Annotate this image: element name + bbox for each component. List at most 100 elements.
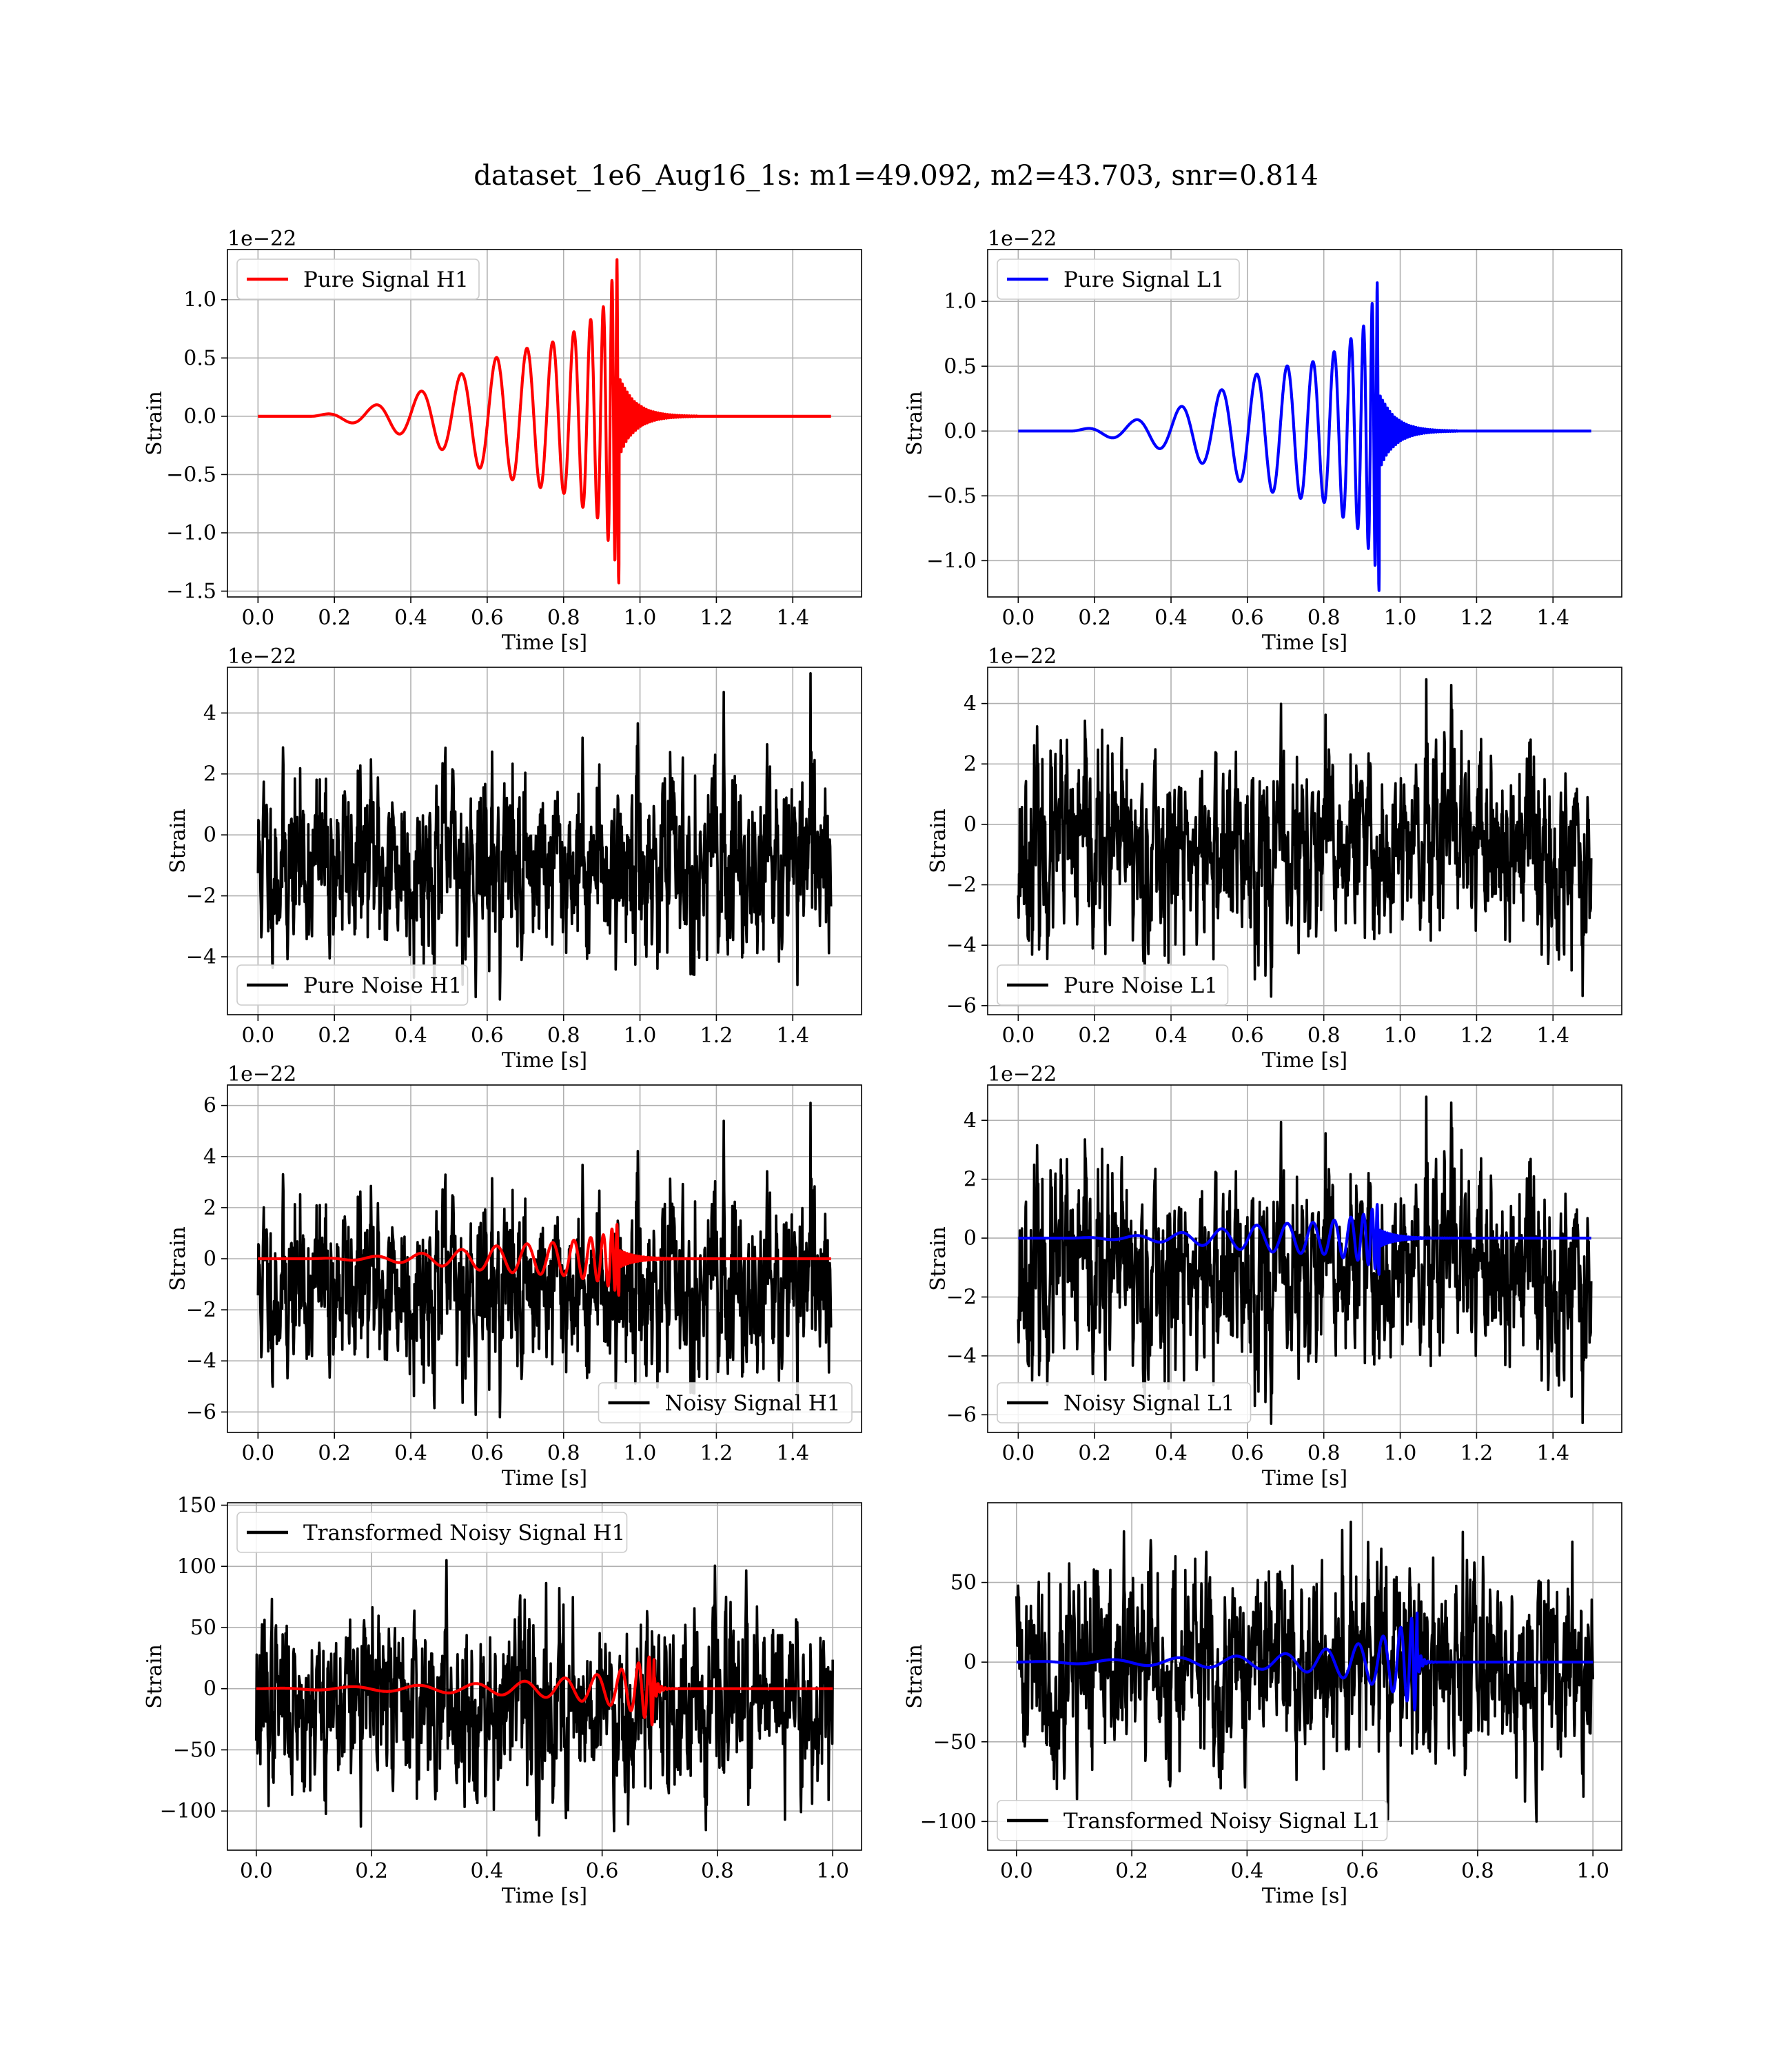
x-tick-label: 0.4: [471, 1859, 504, 1883]
x-tick-label: 0.0: [241, 1441, 274, 1466]
y-tick-label: 2: [203, 1196, 216, 1220]
y-tick-label: 50: [190, 1616, 216, 1640]
y-tick-label: −4: [186, 945, 216, 969]
y-tick-label: 4: [964, 1108, 977, 1133]
y-tick-label: 0: [203, 1677, 216, 1701]
legend: Noisy Signal L1: [997, 1382, 1252, 1423]
legend: Pure Signal H1: [236, 258, 480, 300]
legend-label: Pure Noise L1: [1063, 973, 1218, 998]
x-tick-label: 0.8: [547, 1024, 580, 1048]
legend-box: [598, 1382, 853, 1423]
y-axis-label: Strain: [903, 391, 927, 456]
x-tick-label: 1.2: [1460, 606, 1494, 630]
y-tick-label: 0: [964, 1650, 977, 1674]
offset-label: 1e−22: [988, 1062, 1057, 1086]
y-tick-label: −100: [160, 1799, 216, 1823]
series-group: [256, 258, 833, 585]
subplot-pure-noise-h1: 0.0 0.2 0.4 0.6 0.8 1.0 1.2 1.4 −4 −2 0 2 4 Time [s] S…: [166, 645, 862, 1073]
x-tick-label: 0.4: [394, 1024, 427, 1048]
x-tick-label: 0.4: [1154, 1024, 1188, 1048]
legend-box: [997, 964, 1229, 1006]
x-tick-label: 0.6: [471, 1441, 504, 1466]
y-axis-label: Strain: [143, 1644, 167, 1709]
y-tick-label: −2: [946, 1286, 977, 1310]
legend-box: [997, 1800, 1388, 1841]
x-tick-label: 1.2: [700, 606, 733, 630]
x-tick-label: 1.0: [624, 1441, 657, 1466]
y-tick-label: −6: [946, 994, 977, 1018]
y-tick-label: 2: [964, 1168, 977, 1192]
y-tick-label: −6: [186, 1400, 216, 1424]
legend: Pure Noise H1: [236, 964, 469, 1006]
x-tick-label: 0.0: [1001, 1441, 1035, 1466]
x-tick-label: 1.2: [1460, 1024, 1494, 1048]
y-tick-label: −4: [186, 1349, 216, 1373]
x-tick-label: 0.8: [1307, 1441, 1341, 1466]
x-tick-label: 0.8: [701, 1859, 734, 1883]
offset-label: 1e−22: [988, 227, 1057, 251]
x-tick-label: 0.2: [1115, 1859, 1148, 1883]
y-tick-label: −4: [946, 933, 977, 957]
x-tick-label: 1.4: [776, 1441, 809, 1466]
x-tick-label: 0.0: [1000, 1859, 1033, 1883]
y-tick-label: 100: [177, 1554, 216, 1579]
series-group: [1017, 1095, 1593, 1425]
y-tick-label: 0: [203, 823, 216, 847]
x-tick-label: 0.4: [1154, 606, 1188, 630]
x-tick-label: 0.0: [240, 1859, 273, 1883]
x-tick-label: 0.2: [1078, 606, 1111, 630]
x-tick-label: 1.4: [1536, 1441, 1569, 1466]
subplot-noisy-signal-h1: 0.0 0.2 0.4 0.6 0.8 1.0 1.2 1.4 −6 −4 −2 0 2 4 6 Time […: [166, 1062, 862, 1490]
y-axis-label: Strain: [166, 809, 190, 873]
legend-box: [236, 258, 480, 300]
x-axis-label: Time [s]: [1262, 1048, 1347, 1073]
legend-label: Pure Noise H1: [303, 973, 462, 998]
x-tick-label: 0.0: [1001, 1024, 1035, 1048]
y-tick-label: −100: [920, 1810, 977, 1834]
x-tick-label: 1.0: [1384, 1024, 1417, 1048]
y-tick-label: 4: [203, 1145, 216, 1169]
y-tick-label: 2: [203, 762, 216, 787]
legend-label: Pure Signal H1: [303, 267, 469, 292]
axes-frame: [987, 1084, 1622, 1433]
x-tick-label: 1.4: [1536, 606, 1569, 630]
legend-label: Transformed Noisy Signal H1: [303, 1521, 625, 1545]
y-tick-label: 4: [203, 701, 216, 725]
y-tick-label: −2: [186, 884, 216, 909]
figure-title: dataset_1e6_Aug16_1s: m1=49.092, m2=43.7…: [474, 160, 1318, 192]
series-line-noise-0: [255, 1559, 834, 1837]
x-tick-label: 0.4: [1231, 1859, 1264, 1883]
y-tick-label: 0.5: [944, 354, 977, 378]
subplot-transformed-noisy-signal-h1: 0.0 0.2 0.4 0.6 0.8 1.0 −100 −50 0 50 100 150 Time […: [143, 1494, 862, 1908]
x-tick-label: 1.4: [1536, 1024, 1569, 1048]
x-tick-label: 1.0: [1384, 606, 1417, 630]
x-tick-label: 0.8: [1307, 606, 1341, 630]
subplot-pure-signal-h1: 0.0 0.2 0.4 0.6 0.8 1.0 1.2 1.4 −1.5 −1.0 −0.5 0.0 0…: [143, 227, 862, 655]
legend-box: [236, 964, 469, 1006]
series-group: [255, 1559, 835, 1837]
y-tick-label: 0.0: [944, 419, 977, 443]
plot-area: [227, 250, 862, 597]
axes-frame: [987, 667, 1622, 1015]
axes-frame: [227, 667, 862, 1015]
legend-label: Pure Signal L1: [1063, 267, 1224, 292]
legend-box: [997, 258, 1240, 300]
y-axis-label: Strain: [143, 391, 167, 456]
legend: Noisy Signal H1: [598, 1382, 853, 1423]
y-tick-label: −0.5: [926, 484, 977, 508]
offset-label: 1e−22: [227, 645, 296, 669]
y-tick-label: −4: [946, 1344, 977, 1368]
x-tick-label: 1.2: [700, 1024, 733, 1048]
legend-box: [997, 1382, 1252, 1423]
x-tick-label: 0.4: [394, 1441, 427, 1466]
series-line-noise-0: [256, 1102, 833, 1419]
x-tick-label: 1.2: [1460, 1441, 1494, 1466]
y-tick-label: −1.0: [166, 521, 216, 545]
axes-frame: [227, 1502, 862, 1851]
plot-area: [988, 250, 1622, 597]
offset-label: 1e−22: [988, 645, 1057, 669]
x-axis-label: Time [s]: [502, 631, 587, 655]
x-axis-label: Time [s]: [1262, 631, 1347, 655]
x-tick-label: 1.2: [700, 1441, 733, 1466]
x-tick-label: 0.6: [471, 1024, 504, 1048]
